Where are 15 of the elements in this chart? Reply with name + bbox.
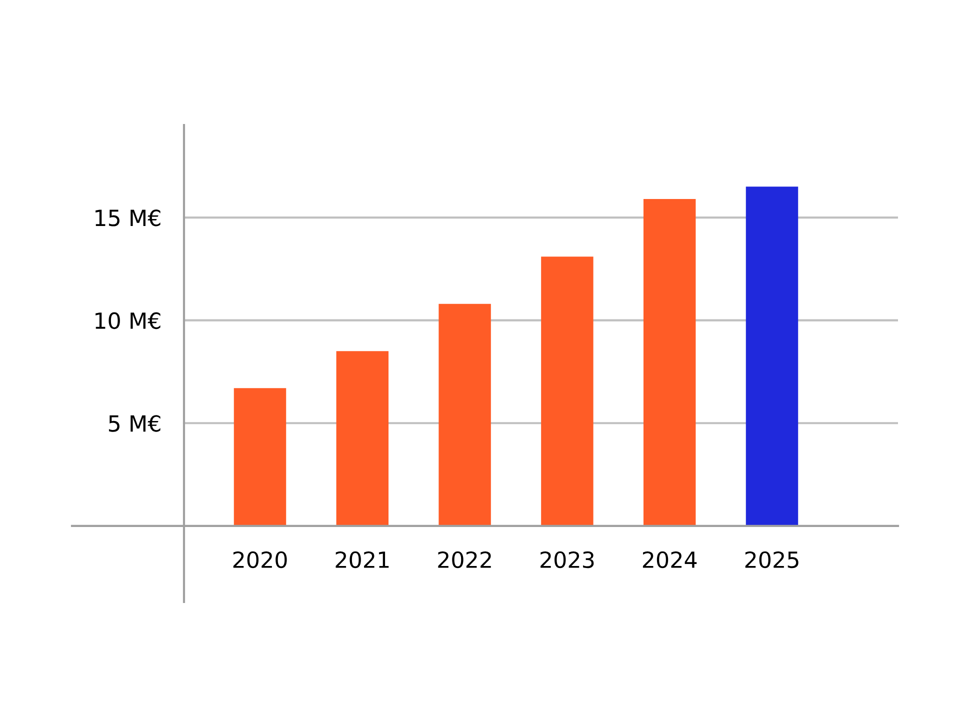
bar [336, 351, 389, 526]
y-tick-label: 10 M€ [96, 312, 160, 330]
bar [438, 304, 491, 526]
bar [643, 199, 696, 526]
bar [234, 388, 286, 526]
x-tick-label: 2021 [336, 551, 389, 568]
x-tick-label: 2024 [642, 551, 697, 568]
x-tick-label: 2025 [745, 551, 798, 568]
y-tick-label: 15 M€ [96, 209, 160, 226]
bar [746, 186, 798, 526]
x-tick-label: 2020 [233, 551, 287, 568]
x-tick-label: 2023 [540, 551, 594, 568]
x-tick-label: 2022 [438, 551, 491, 568]
y-tick-label: 5 M€ [108, 415, 160, 432]
bar [541, 256, 594, 526]
